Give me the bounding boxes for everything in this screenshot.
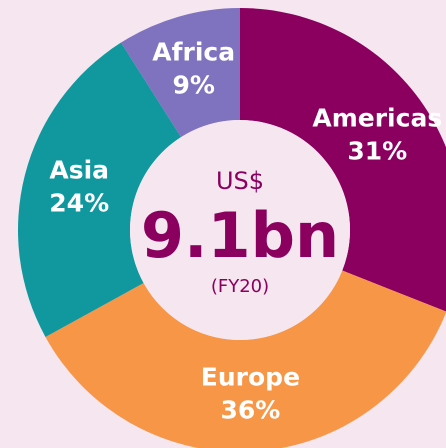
segment-value-label: 9% [172, 71, 214, 100]
donut-segment [240, 8, 446, 312]
donut-segment [17, 42, 182, 337]
segment-value-label: 36% [221, 396, 281, 425]
segment-value-label: 24% [49, 189, 109, 218]
donut-hole [130, 120, 350, 340]
donut-segment [121, 8, 240, 138]
segment-name: Asia [49, 156, 109, 185]
center-period: (FY20) [211, 276, 269, 297]
segment-name: Americas [312, 104, 442, 133]
center-currency: US$ [216, 167, 264, 195]
segment-name: Africa [152, 38, 235, 67]
donut-segment [45, 270, 446, 448]
center-amount: 9.1bn [141, 199, 339, 272]
segment-value-label: 31% [347, 137, 407, 166]
segment-name: Europe [201, 363, 300, 392]
